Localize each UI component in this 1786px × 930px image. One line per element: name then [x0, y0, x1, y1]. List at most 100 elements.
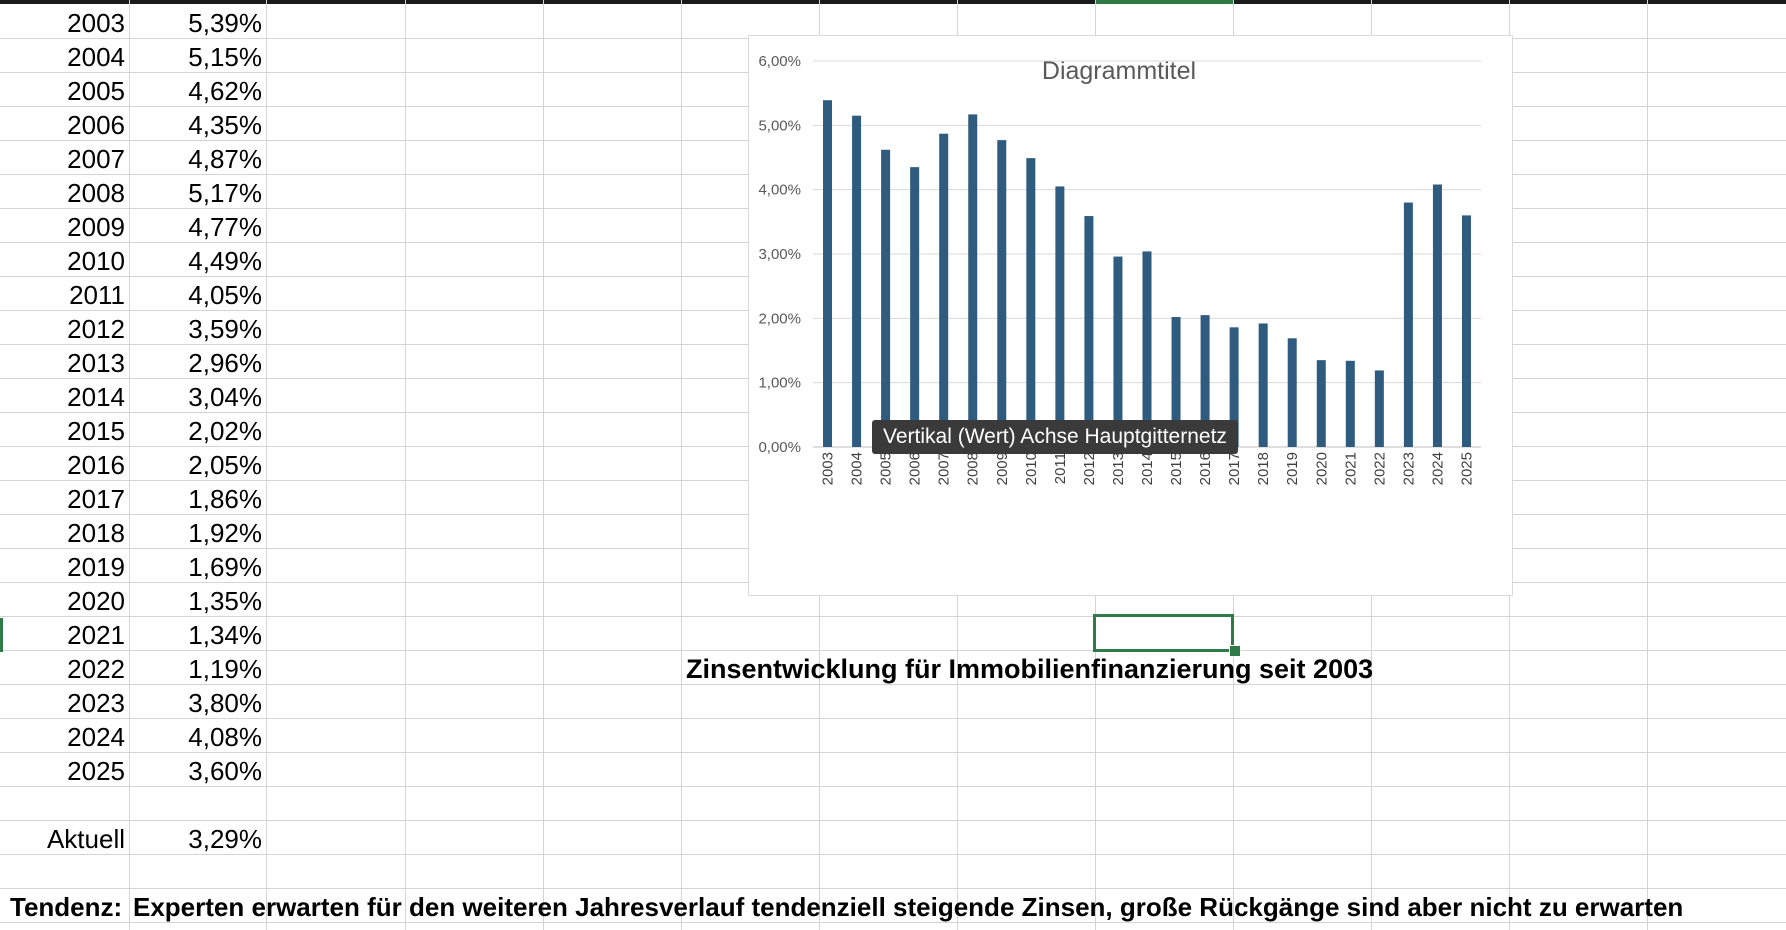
column-gridline: [129, 0, 130, 930]
x-tick-label: 2014: [1139, 452, 1156, 485]
bar[interactable]: [1026, 158, 1036, 447]
year-cell[interactable]: 2021: [67, 620, 125, 650]
bar[interactable]: [997, 140, 1007, 447]
rate-cell[interactable]: 4,05%: [188, 280, 262, 310]
rate-cell[interactable]: 4,35%: [188, 110, 262, 140]
column-gridline: [1647, 0, 1648, 930]
year-cell[interactable]: 2012: [67, 314, 125, 344]
year-cell[interactable]: 2009: [67, 212, 125, 242]
x-tick-label: 2023: [1400, 452, 1417, 485]
year-cell[interactable]: 2008: [67, 178, 125, 208]
rate-cell[interactable]: 1,92%: [188, 518, 262, 548]
chart-caption[interactable]: Zinsentwicklung für Immobilienfinanzieru…: [686, 654, 1374, 684]
current-label-cell[interactable]: Aktuell: [46, 824, 125, 854]
bar[interactable]: [1171, 317, 1181, 447]
bar[interactable]: [823, 100, 833, 447]
bar[interactable]: [1374, 370, 1384, 447]
bar[interactable]: [1345, 360, 1355, 447]
bar[interactable]: [1461, 215, 1471, 447]
row-gridline: [0, 650, 1786, 651]
x-tick-label: 2022: [1371, 452, 1388, 485]
year-cell[interactable]: 2023: [67, 688, 125, 718]
bar[interactable]: [1055, 186, 1065, 447]
year-cell[interactable]: 2018: [67, 518, 125, 548]
tendenz-text[interactable]: Experten erwarten für den weiteren Jahre…: [133, 892, 1684, 922]
rate-cell[interactable]: 4,87%: [188, 144, 262, 174]
row-gridline: [0, 820, 1786, 821]
bar[interactable]: [1403, 202, 1413, 447]
year-cell[interactable]: 2006: [67, 110, 125, 140]
rate-cell[interactable]: 5,39%: [188, 8, 262, 38]
x-tick-label: 2004: [849, 452, 866, 485]
year-cell[interactable]: 2017: [67, 484, 125, 514]
year-cell[interactable]: 2007: [67, 144, 125, 174]
chart-title[interactable]: Diagrammtitel: [1042, 57, 1196, 85]
bar[interactable]: [939, 133, 949, 447]
column-gridline: [266, 0, 267, 930]
rate-cell[interactable]: 4,08%: [188, 722, 262, 752]
rate-cell[interactable]: 3,04%: [188, 382, 262, 412]
year-cell[interactable]: 2010: [67, 246, 125, 276]
year-cell[interactable]: 2025: [67, 756, 125, 786]
rate-cell[interactable]: 2,96%: [188, 348, 262, 378]
year-cell[interactable]: 2016: [67, 450, 125, 480]
year-cell[interactable]: 2013: [67, 348, 125, 378]
rate-cell[interactable]: 4,77%: [188, 212, 262, 242]
bar[interactable]: [968, 114, 978, 447]
bar[interactable]: [1200, 315, 1210, 447]
year-cell[interactable]: 2019: [67, 552, 125, 582]
x-tick-label: 2011: [1052, 452, 1069, 484]
column-gridline: [405, 0, 406, 930]
bar[interactable]: [1287, 338, 1297, 447]
rate-cell[interactable]: 4,49%: [188, 246, 262, 276]
bar[interactable]: [910, 167, 920, 447]
rate-cell[interactable]: 1,86%: [188, 484, 262, 514]
selected-cell[interactable]: [1093, 614, 1234, 652]
bar[interactable]: [1258, 323, 1268, 447]
fill-handle[interactable]: [1229, 645, 1241, 657]
bar-chart[interactable]: Diagrammtitel 0,00% 1,00% 2,00% 3,00% 4,00% 5…: [748, 35, 1513, 596]
bar[interactable]: [852, 115, 862, 447]
rate-cell[interactable]: 5,17%: [188, 178, 262, 208]
year-cell[interactable]: 2005: [67, 76, 125, 106]
year-cell[interactable]: 2024: [67, 722, 125, 752]
rate-cell[interactable]: 2,05%: [188, 450, 262, 480]
current-value-cell[interactable]: 3,29%: [188, 824, 262, 854]
year-cell[interactable]: 2014: [67, 382, 125, 412]
top-border: [0, 0, 1786, 4]
x-tick-label: 2020: [1313, 452, 1330, 485]
rate-cell[interactable]: 1,19%: [188, 654, 262, 684]
year-cell[interactable]: 2004: [67, 42, 125, 72]
bar[interactable]: [1113, 256, 1123, 447]
column-gridline: [681, 0, 682, 930]
year-cell[interactable]: 2020: [67, 586, 125, 616]
tendenz-label[interactable]: Tendenz:: [10, 892, 123, 922]
gridline-tooltip: Vertikal (Wert) Achse Hauptgitternetz: [872, 420, 1238, 454]
year-cell[interactable]: 2015: [67, 416, 125, 446]
rate-cell[interactable]: 1,69%: [188, 552, 262, 582]
year-cell[interactable]: 2011: [69, 280, 125, 310]
x-tick-label: 2003: [820, 452, 837, 485]
rate-cell[interactable]: 2,02%: [188, 416, 262, 446]
x-tick-label: 2006: [907, 452, 924, 485]
rate-cell[interactable]: 3,60%: [188, 756, 262, 786]
bar[interactable]: [881, 149, 891, 447]
rate-cell[interactable]: 4,62%: [188, 76, 262, 106]
bar[interactable]: [1084, 216, 1094, 447]
x-tick-label: 2025: [1458, 452, 1475, 485]
rate-cell[interactable]: 1,34%: [188, 620, 262, 650]
bar[interactable]: [1432, 184, 1442, 447]
year-cell[interactable]: 2022: [67, 654, 125, 684]
bar[interactable]: [1142, 251, 1152, 447]
y-tick-label: 0,00%: [758, 439, 801, 456]
rate-cell[interactable]: 5,15%: [188, 42, 262, 72]
bar[interactable]: [1229, 327, 1239, 447]
x-tick-label: 2019: [1284, 452, 1301, 485]
year-cell[interactable]: 2003: [67, 8, 125, 38]
rate-cell[interactable]: 1,35%: [188, 586, 262, 616]
x-tick-label: 2009: [994, 452, 1011, 485]
bar[interactable]: [1316, 360, 1326, 447]
rate-cell[interactable]: 3,80%: [188, 688, 262, 718]
rate-cell[interactable]: 3,59%: [188, 314, 262, 344]
